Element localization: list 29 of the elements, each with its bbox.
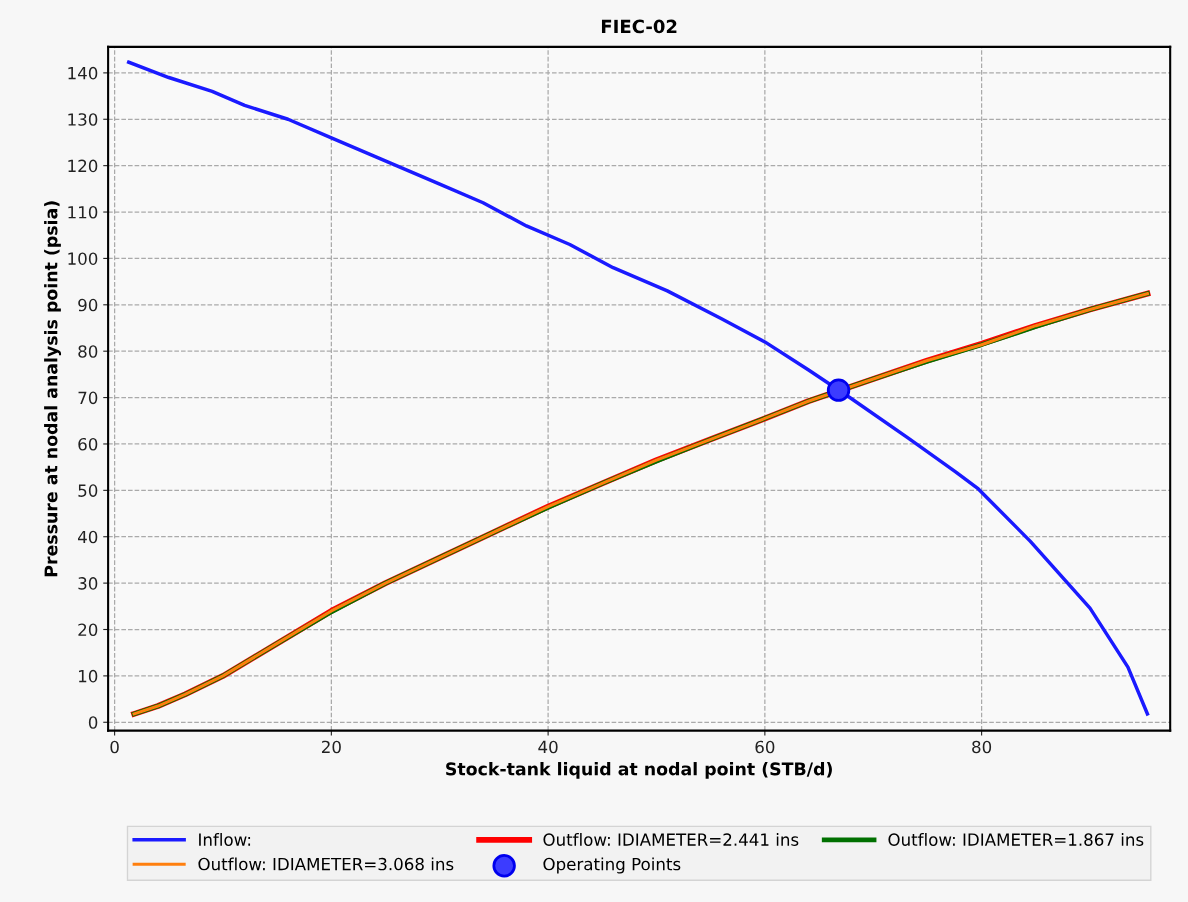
y-tick-label: 120 xyxy=(68,159,98,173)
legend-label: Outflow: IDIAMETER=1.867 ins xyxy=(888,833,1144,846)
x-tick-label: 20 xyxy=(321,740,341,754)
legend-label: Inflow: xyxy=(199,833,251,846)
y-tick-label: 40 xyxy=(77,530,98,544)
y-tick-label: 130 xyxy=(68,113,98,126)
x-tick-label: 80 xyxy=(972,740,992,754)
x-tick-label: 0 xyxy=(110,740,119,754)
y-tick-label: 70 xyxy=(78,391,98,405)
x-tick-label: 40 xyxy=(538,740,558,754)
x-axis-title: Stock-tank liquid at nodal point (STB/d) xyxy=(446,762,832,779)
y-tick-label: 80 xyxy=(78,345,98,358)
legend-label: Outflow: IDIAMETER=2.441 ins xyxy=(543,833,799,846)
y-tick-label: 50 xyxy=(78,484,98,497)
legend-label: Outflow: IDIAMETER=3.068 ins xyxy=(198,857,454,871)
x-tick-label: 60 xyxy=(755,740,775,754)
y-tick-label: 110 xyxy=(68,206,98,219)
y-tick-label: 90 xyxy=(78,298,98,312)
legend-label: Operating Points xyxy=(543,857,681,874)
y-tick-label: 60 xyxy=(78,437,98,451)
y-tick-label: 30 xyxy=(78,577,98,590)
chart-title: FIEC-02 xyxy=(601,19,677,34)
y-axis-title: Pressure at nodal analysis point (psia) xyxy=(44,201,62,577)
y-tick-label: 10 xyxy=(79,669,98,683)
y-tick-label: 140 xyxy=(68,66,98,80)
y-tick-label: 0 xyxy=(88,716,98,729)
y-tick-label: 100 xyxy=(68,252,98,265)
y-tick-label: 20 xyxy=(78,623,98,637)
line-series xyxy=(126,60,1150,716)
